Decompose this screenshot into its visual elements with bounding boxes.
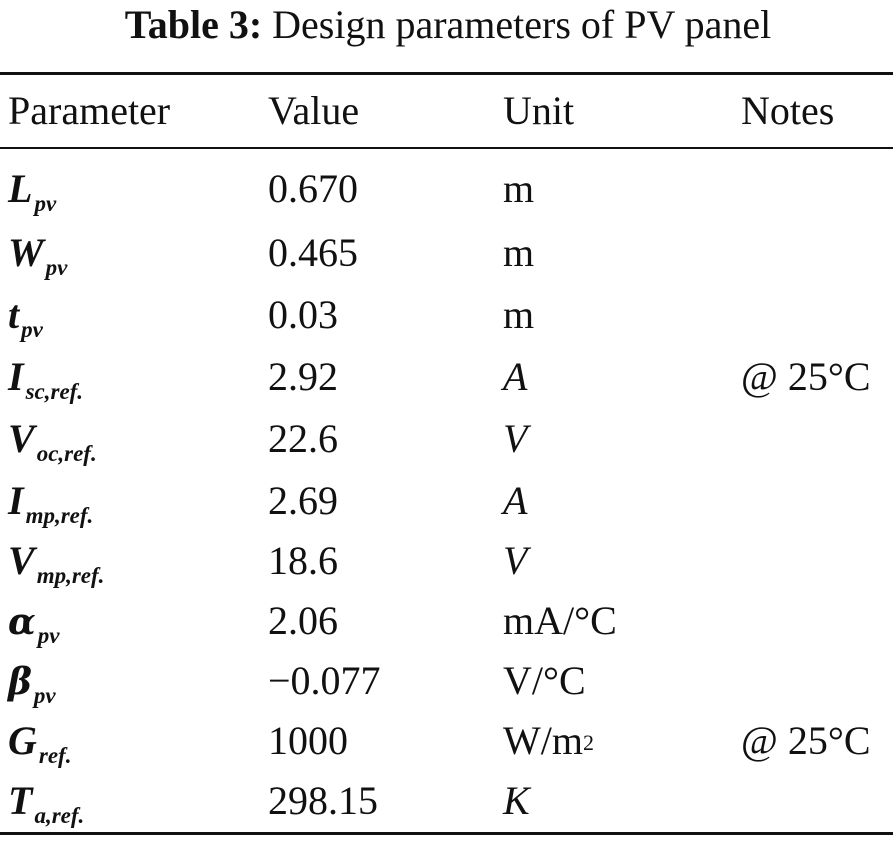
symbol-subscript: ref. xyxy=(38,743,72,768)
unit-cell: mA/°C xyxy=(503,598,617,650)
symbol-subscript: oc,ref. xyxy=(36,441,97,466)
unit-text: m xyxy=(503,166,535,211)
value-cell: 18.6 xyxy=(268,538,338,583)
symbol-main: L xyxy=(8,166,33,211)
unit-cell: V xyxy=(503,538,527,590)
param-symbol-beta-pv: βpv xyxy=(8,658,56,710)
unit-text: V xyxy=(503,416,528,461)
notes-cell: @ 25°C xyxy=(741,718,871,763)
param-symbol-W-pv: Wpv xyxy=(8,230,67,282)
symbol-subscript: mp,ref. xyxy=(25,503,94,528)
symbol-main: V xyxy=(8,538,35,583)
symbol-main: V xyxy=(8,416,35,461)
value-cell: −0.077 xyxy=(268,658,381,703)
unit-text: mA/°C xyxy=(503,598,617,643)
unit-text: V xyxy=(503,538,528,583)
caption-text: Design parameters of PV panel xyxy=(272,2,772,47)
header-notes: Notes xyxy=(741,88,835,133)
unit-cell: W/m2 xyxy=(503,718,594,770)
param-symbol-alpha-pv: αpv xyxy=(8,598,59,650)
symbol-subscript: mp,ref. xyxy=(36,563,105,588)
symbol-subscript: pv xyxy=(37,623,60,648)
symbol-main: t xyxy=(8,292,20,337)
header-unit: Unit xyxy=(503,88,575,133)
symbol-subscript: a,ref. xyxy=(34,803,85,828)
value-cell: 0.670 xyxy=(268,166,358,211)
value-cell: 22.6 xyxy=(268,416,338,461)
unit-text: V/°C xyxy=(503,658,586,703)
unit-text: A xyxy=(503,354,528,399)
symbol-main: W xyxy=(8,230,44,275)
header-rule xyxy=(0,147,893,149)
param-symbol-L-pv: Lpv xyxy=(8,166,56,218)
param-symbol-I-mp-ref: Imp,ref. xyxy=(8,478,93,530)
unit-cell: m xyxy=(503,166,534,218)
value-cell: 2.69 xyxy=(268,478,338,523)
param-symbol-T-a-ref: Ta,ref. xyxy=(8,778,84,830)
symbol-subscript: sc,ref. xyxy=(25,379,84,404)
unit-cell: A xyxy=(503,354,527,406)
unit-superscript: 2 xyxy=(582,730,594,755)
unit-text: m xyxy=(503,230,535,275)
unit-cell: A xyxy=(503,478,527,530)
param-symbol-G-ref: Gref. xyxy=(8,718,71,770)
param-symbol-V-oc-ref: Voc,ref. xyxy=(8,416,97,468)
param-symbol-V-mp-ref: Vmp,ref. xyxy=(8,538,104,590)
value-cell: 2.06 xyxy=(268,598,338,643)
symbol-main: I xyxy=(8,478,24,523)
value-cell: 0.465 xyxy=(268,230,358,275)
symbol-subscript: pv xyxy=(33,683,56,708)
unit-cell: K xyxy=(503,778,530,830)
caption-label: Table 3: xyxy=(124,2,263,47)
unit-cell: m xyxy=(503,292,534,344)
unit-text: K xyxy=(503,778,530,823)
header-value: Value xyxy=(268,88,360,133)
symbol-main: T xyxy=(8,778,33,823)
unit-text: m xyxy=(503,292,535,337)
value-cell: 0.03 xyxy=(268,292,338,337)
unit-cell: V xyxy=(503,416,527,468)
header-parameter: Parameter xyxy=(8,88,171,133)
symbol-main: α xyxy=(8,601,36,643)
value-cell: 1000 xyxy=(268,718,348,763)
value-cell: 298.15 xyxy=(268,778,378,823)
table-caption: Table 3: Design parameters of PV panel xyxy=(0,2,896,48)
param-symbol-I-sc-ref: Isc,ref. xyxy=(8,354,83,406)
value-cell: 2.92 xyxy=(268,354,338,399)
unit-text: W/m xyxy=(503,718,583,763)
top-rule xyxy=(0,72,893,75)
symbol-subscript: pv xyxy=(21,317,43,342)
bottom-rule xyxy=(0,832,893,835)
unit-cell: m xyxy=(503,230,534,282)
param-symbol-t-pv: tpv xyxy=(8,292,43,344)
symbol-main: β xyxy=(8,661,32,703)
unit-cell: V/°C xyxy=(503,658,586,710)
symbol-subscript: pv xyxy=(34,191,57,216)
symbol-subscript: pv xyxy=(45,255,68,280)
unit-text: A xyxy=(503,478,528,523)
notes-cell: @ 25°C xyxy=(741,354,871,399)
symbol-main: I xyxy=(8,354,24,399)
symbol-main: G xyxy=(8,718,37,763)
